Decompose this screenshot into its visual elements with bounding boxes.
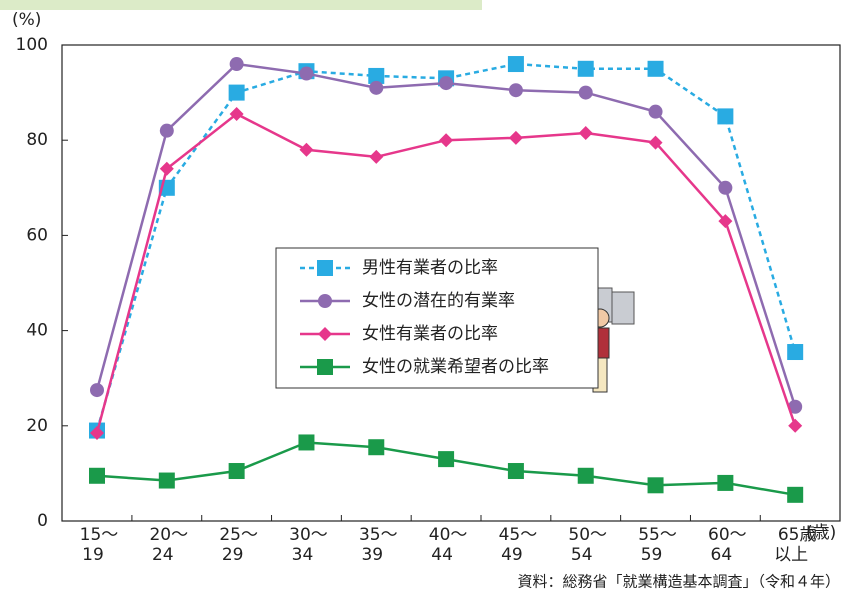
x-tick-label: 29 [222,545,244,565]
legend-marker [317,260,333,276]
legend-label: 男性有業者の比率 [362,258,498,278]
y-tick-label: 100 [16,35,48,55]
header-band [0,0,482,10]
y-tick-label: 40 [26,321,48,341]
marker [718,180,733,195]
marker [438,451,455,468]
y-tick-label: 20 [26,416,48,436]
plot-frame [61,44,841,522]
marker [90,425,104,440]
marker [648,135,663,150]
marker [788,418,803,433]
marker [508,83,523,98]
marker [578,126,593,141]
marker [788,399,803,414]
x-tick-label: 24 [152,545,174,565]
x-tick-label: 49 [501,545,523,565]
y-axis-label: (%) [12,10,41,30]
x-tick-label: 25～ [219,525,258,545]
x-tick-label: 35～ [359,525,398,545]
marker [647,477,664,494]
legend-label: 女性の就業希望者の比率 [362,357,549,377]
legend-marker [318,327,332,341]
x-tick-label: 45～ [499,525,538,545]
x-tick-label: 20～ [149,525,188,545]
x-tick-label: 65歳 [778,525,817,545]
x-tick-label: 以上 [774,545,808,565]
legend-label: 女性有業者の比率 [362,324,498,344]
x-tick-label: 55～ [638,525,677,545]
x-tick-label: 59 [641,545,663,565]
marker [369,149,384,164]
marker [647,60,664,77]
x-tick-label: 19 [82,545,104,565]
marker [717,108,734,125]
y-tick-label: 0 [37,511,48,531]
source: 資料：総務省「就業構造基本調査」（令和４年） [517,573,840,591]
x-tick-label: 44 [431,545,453,565]
marker [648,104,663,119]
marker [299,142,314,157]
x-tick-label: 64 [711,545,733,565]
marker [158,472,175,489]
marker [718,214,733,229]
series-line [96,441,796,497]
marker [368,439,385,456]
marker [577,60,594,77]
marker [299,66,314,81]
x-tick-label: 15～ [80,525,119,545]
marker [228,463,245,480]
marker [90,383,104,398]
marker [507,463,524,480]
marker [369,80,384,95]
marker [159,123,174,138]
y-tick-label: 60 [26,225,48,245]
x-tick-label: 60～ [708,525,747,545]
marker [439,76,454,91]
marker [508,130,523,145]
x-tick-label: 34 [292,545,314,565]
marker [439,133,454,148]
x-tick-label: 40～ [429,525,468,545]
marker [578,85,593,100]
marker [229,57,244,72]
x-tick-label: 30～ [289,525,328,545]
marker [298,434,315,451]
x-tick-label: 54 [571,545,593,565]
marker [229,107,244,122]
marker [507,56,524,73]
marker [89,467,105,484]
series-line [95,62,797,431]
marker [717,474,734,491]
marker [228,84,245,101]
x-tick-label: 39 [361,545,383,565]
y-tick-label: 80 [26,130,48,150]
x-axis-label: (歳) [806,523,836,543]
marker [159,161,174,176]
legend-marker [317,359,333,375]
marker [577,467,594,484]
marker [368,67,385,84]
legend-label: 女性の潜在的有業率 [362,291,515,311]
marker [787,344,804,361]
x-tick-label: 50～ [568,525,607,545]
marker [787,486,804,503]
legend-marker [318,294,332,308]
